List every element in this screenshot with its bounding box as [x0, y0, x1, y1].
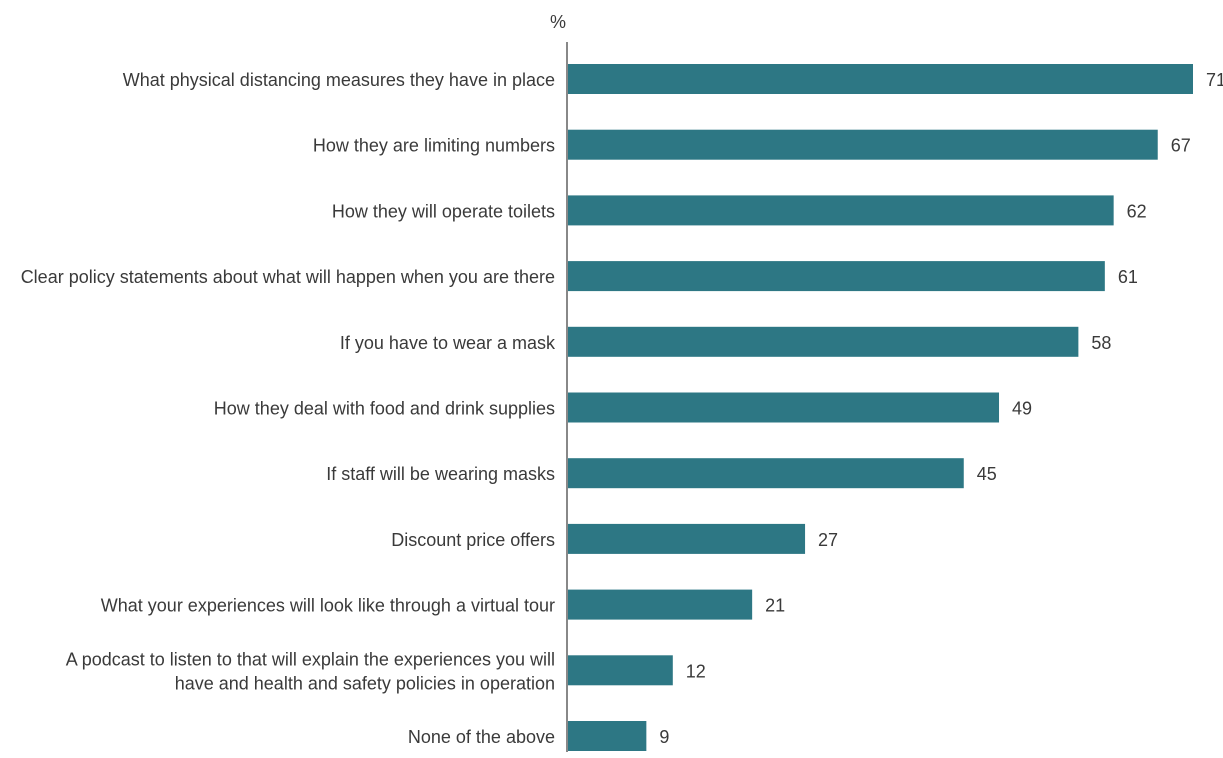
category-label-7: Discount price offers: [391, 530, 555, 550]
category-label-10: None of the above: [408, 727, 555, 747]
category-label-4: If you have to wear a mask: [340, 333, 556, 353]
value-label-3: 61: [1118, 267, 1138, 287]
bar-9: [567, 655, 673, 686]
value-label-6: 45: [977, 464, 997, 484]
bar-0: [567, 64, 1193, 94]
category-label-2: How they will operate toilets: [332, 201, 555, 221]
category-label-6: If staff will be wearing masks: [326, 464, 555, 484]
bar-6: [567, 458, 964, 489]
category-label-1: How they are limiting numbers: [313, 136, 555, 156]
value-label-2: 62: [1127, 201, 1147, 221]
value-labels-group: 71 67 62 61 58 49 45 27 21 12 9: [659, 70, 1223, 747]
value-label-7: 27: [818, 530, 838, 550]
value-label-1: 67: [1171, 136, 1191, 156]
unit-label: %: [550, 12, 566, 32]
category-label-9-line-1: have and health and safety policies in o…: [175, 673, 555, 693]
value-label-8: 21: [765, 596, 785, 616]
bar-3: [567, 261, 1105, 292]
bar-10: [567, 721, 647, 751]
bar-7: [567, 523, 806, 554]
bar-8: [567, 589, 753, 620]
bars-group: [567, 64, 1193, 751]
category-label-5: How they deal with food and drink suppli…: [214, 399, 555, 419]
category-label-0: What physical distancing measures they h…: [123, 70, 555, 90]
category-label-9-line-0: A podcast to listen to that will explain…: [66, 649, 555, 669]
value-label-0: 71: [1206, 70, 1223, 90]
category-label-8: What your experiences will look like thr…: [101, 596, 555, 616]
value-label-10: 9: [659, 727, 669, 747]
bar-5: [567, 392, 1000, 423]
category-label-3: Clear policy statements about what will …: [21, 267, 555, 287]
value-label-9: 12: [686, 661, 706, 681]
value-label-5: 49: [1012, 399, 1032, 419]
category-labels-group: What physical distancing measures they h…: [21, 70, 556, 747]
bar-4: [567, 326, 1079, 357]
bar-1: [567, 129, 1158, 160]
value-label-4: 58: [1091, 333, 1111, 353]
bar-2: [567, 195, 1114, 226]
